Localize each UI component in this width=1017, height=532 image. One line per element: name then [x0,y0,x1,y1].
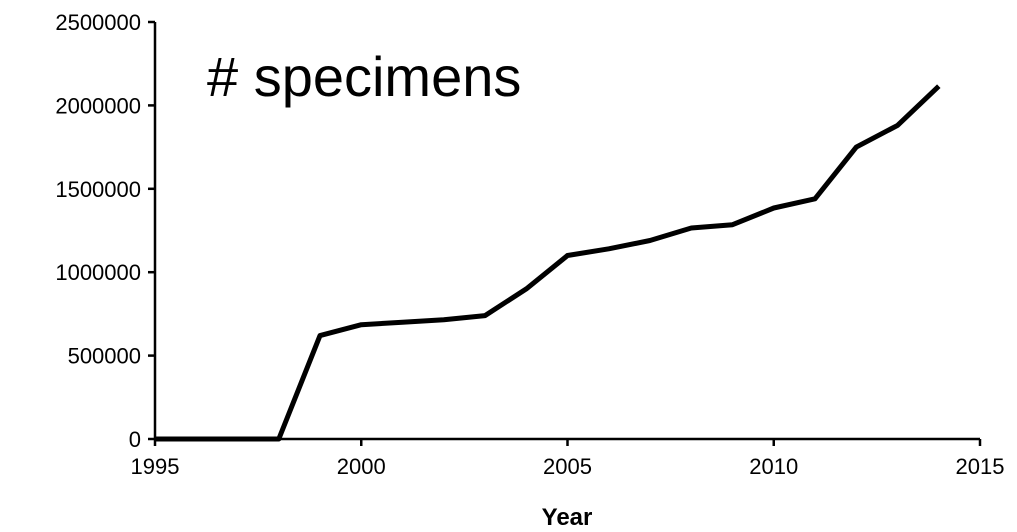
y-tick-label: 0 [129,427,141,452]
y-tick-label: 2000000 [55,93,141,118]
series-group [155,84,941,442]
x-tick-label: 2015 [956,454,1005,479]
x-tick-label: 2010 [749,454,798,479]
y-tick-label: 2500000 [55,10,141,35]
y-tick-label: 1000000 [55,260,141,285]
x-ticks: 1995 2000 2005 2010 2015 [131,439,1005,479]
x-tick-label: 2005 [543,454,592,479]
y-ticks: 0 500000 1000000 1500000 2000000 2500000 [55,10,155,452]
x-axis-title: Year [542,504,593,531]
x-tick-label: 1995 [131,454,180,479]
chart-annotation: # specimens [207,45,521,108]
x-tick-label: 2000 [337,454,386,479]
y-tick-label: 500000 [68,344,141,369]
y-tick-label: 1500000 [55,177,141,202]
series-line [155,84,941,442]
